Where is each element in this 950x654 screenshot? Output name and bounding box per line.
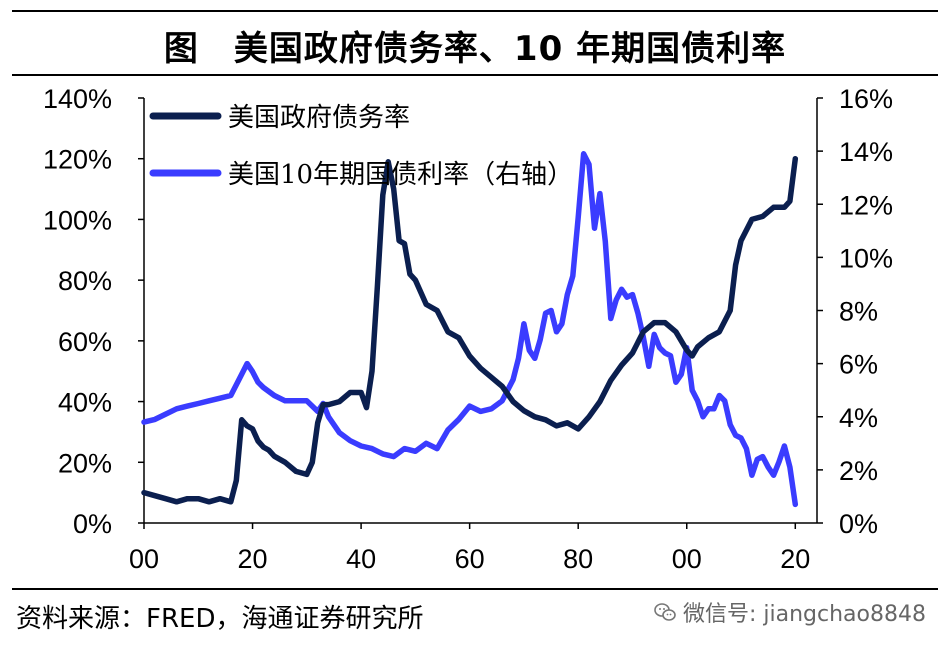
y-right-tick-label: 16% bbox=[839, 84, 893, 114]
y-left-tick-label: 40% bbox=[58, 388, 112, 418]
footer-divider bbox=[12, 588, 938, 590]
watermark-text: 微信号: jiangchao8848 bbox=[683, 602, 926, 627]
y-right-tick-label: 2% bbox=[839, 456, 878, 486]
y-left-tick-label: 20% bbox=[58, 448, 112, 478]
y-left-tick-label: 80% bbox=[58, 266, 112, 296]
x-tick-label: 20 bbox=[238, 544, 268, 574]
y-left-tick-label: 100% bbox=[43, 205, 112, 235]
y-left-tick-label: 140% bbox=[43, 84, 112, 114]
legend-label: 美国政府债务率 bbox=[228, 103, 410, 133]
wechat-icon bbox=[654, 603, 676, 621]
series-debt-line bbox=[141, 155, 799, 505]
x-tick-label: 80 bbox=[563, 544, 593, 574]
y-right-tick-label: 10% bbox=[839, 243, 893, 273]
series-yield-line bbox=[141, 151, 799, 508]
y-right-tick-label: 6% bbox=[839, 350, 878, 380]
y-right-tick-label: 14% bbox=[839, 137, 893, 167]
y-right-tick-label: 4% bbox=[839, 403, 878, 433]
x-tick-label: 40 bbox=[346, 544, 376, 574]
y-right-tick-label: 8% bbox=[839, 297, 878, 327]
x-tick-label: 00 bbox=[672, 544, 702, 574]
y-right-tick-label: 12% bbox=[839, 190, 893, 220]
y-left-tick-label: 0% bbox=[73, 509, 112, 539]
chart-title: 图 美国政府债务率、10 年期国债利率 bbox=[163, 29, 787, 69]
legend-label: 美国10年期国债利率（右轴） bbox=[228, 160, 573, 190]
watermark: 微信号: jiangchao8848 bbox=[653, 596, 926, 628]
y-right-tick-label: 0% bbox=[839, 509, 878, 539]
y-left-tick-label: 120% bbox=[43, 145, 112, 175]
x-tick-label: 00 bbox=[129, 544, 159, 574]
title-bar: 图 美国政府债务率、10 年期国债利率 bbox=[12, 10, 938, 76]
y-left-tick-label: 60% bbox=[58, 327, 112, 357]
source-note: 资料来源：FRED，海通证券研究所 bbox=[16, 604, 424, 634]
x-tick-label: 60 bbox=[455, 544, 485, 574]
x-tick-label: 20 bbox=[780, 544, 810, 574]
